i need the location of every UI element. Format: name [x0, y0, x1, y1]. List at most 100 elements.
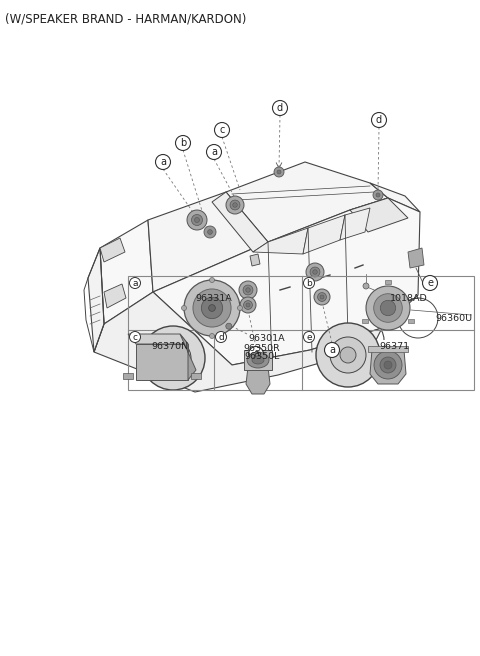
Polygon shape	[253, 228, 308, 254]
Polygon shape	[128, 334, 188, 344]
Text: 96350R: 96350R	[244, 344, 280, 353]
Bar	[385, 279, 391, 283]
Polygon shape	[303, 215, 345, 254]
Circle shape	[233, 203, 237, 207]
Polygon shape	[104, 284, 126, 308]
Circle shape	[320, 295, 324, 299]
Circle shape	[372, 112, 386, 127]
Circle shape	[130, 277, 141, 289]
Circle shape	[313, 270, 317, 274]
Text: (W/SPEAKER BRAND - HARMAN/KARDON): (W/SPEAKER BRAND - HARMAN/KARDON)	[5, 12, 246, 25]
Circle shape	[306, 263, 324, 281]
Circle shape	[184, 280, 240, 336]
Circle shape	[246, 288, 250, 293]
Circle shape	[314, 289, 330, 305]
Circle shape	[187, 210, 207, 230]
Circle shape	[363, 283, 369, 289]
Circle shape	[240, 297, 256, 313]
Circle shape	[193, 289, 231, 327]
Text: b: b	[180, 138, 186, 148]
Polygon shape	[340, 208, 370, 240]
Polygon shape	[370, 183, 420, 212]
Circle shape	[249, 346, 264, 361]
Circle shape	[155, 340, 191, 376]
Circle shape	[303, 331, 314, 342]
Circle shape	[246, 303, 250, 307]
Bar	[362, 319, 368, 323]
Text: d: d	[376, 115, 382, 125]
Polygon shape	[350, 198, 408, 232]
Circle shape	[373, 190, 383, 200]
Bar	[128, 276, 474, 390]
Circle shape	[206, 144, 221, 159]
Text: 96371: 96371	[379, 342, 409, 351]
Text: a: a	[329, 345, 335, 355]
Circle shape	[141, 326, 205, 390]
Circle shape	[376, 193, 380, 197]
Circle shape	[226, 323, 232, 329]
Circle shape	[204, 226, 216, 238]
Circle shape	[274, 167, 284, 177]
Circle shape	[215, 123, 229, 138]
Polygon shape	[180, 334, 196, 380]
Circle shape	[380, 357, 396, 373]
Circle shape	[209, 277, 215, 283]
Polygon shape	[246, 367, 270, 394]
Polygon shape	[94, 292, 382, 392]
Circle shape	[243, 300, 252, 310]
Polygon shape	[100, 220, 153, 324]
Circle shape	[422, 276, 437, 291]
Circle shape	[156, 155, 170, 169]
Ellipse shape	[252, 356, 264, 364]
Circle shape	[277, 170, 281, 174]
Circle shape	[176, 136, 191, 150]
Circle shape	[209, 333, 215, 338]
Circle shape	[340, 347, 356, 363]
Polygon shape	[226, 162, 388, 242]
Polygon shape	[100, 238, 125, 262]
Text: 96331A: 96331A	[196, 294, 232, 303]
Circle shape	[226, 196, 244, 214]
Text: 96370N: 96370N	[151, 342, 189, 351]
Polygon shape	[244, 350, 272, 370]
Text: c: c	[219, 125, 225, 135]
Bar	[123, 373, 133, 379]
Text: a: a	[132, 279, 138, 287]
Circle shape	[209, 304, 216, 312]
Circle shape	[380, 300, 396, 316]
Circle shape	[303, 277, 314, 289]
Circle shape	[384, 361, 392, 369]
Text: b: b	[306, 279, 312, 287]
Circle shape	[216, 331, 227, 342]
Circle shape	[374, 351, 402, 379]
Circle shape	[238, 306, 242, 310]
Text: 96350L: 96350L	[244, 352, 280, 361]
Circle shape	[273, 100, 288, 115]
Text: a: a	[160, 157, 166, 167]
Text: d: d	[277, 103, 283, 113]
Circle shape	[310, 267, 320, 277]
Bar	[368, 346, 408, 352]
Polygon shape	[148, 192, 268, 292]
Polygon shape	[88, 248, 104, 352]
Circle shape	[194, 218, 200, 222]
Text: e: e	[427, 278, 433, 288]
Circle shape	[181, 306, 187, 310]
Circle shape	[318, 293, 326, 301]
Bar	[408, 319, 414, 323]
Text: e: e	[306, 333, 312, 342]
Circle shape	[192, 215, 203, 226]
Text: d: d	[218, 333, 224, 342]
Text: a: a	[253, 349, 259, 359]
Text: 96360U: 96360U	[435, 314, 472, 323]
Circle shape	[324, 342, 339, 358]
Ellipse shape	[247, 352, 269, 368]
Polygon shape	[212, 192, 268, 252]
Circle shape	[165, 350, 181, 366]
Text: a: a	[211, 147, 217, 157]
Polygon shape	[250, 254, 260, 266]
Text: 96301A: 96301A	[248, 334, 285, 343]
Circle shape	[207, 230, 212, 234]
Circle shape	[366, 286, 410, 330]
Text: 1018AD: 1018AD	[390, 294, 428, 303]
